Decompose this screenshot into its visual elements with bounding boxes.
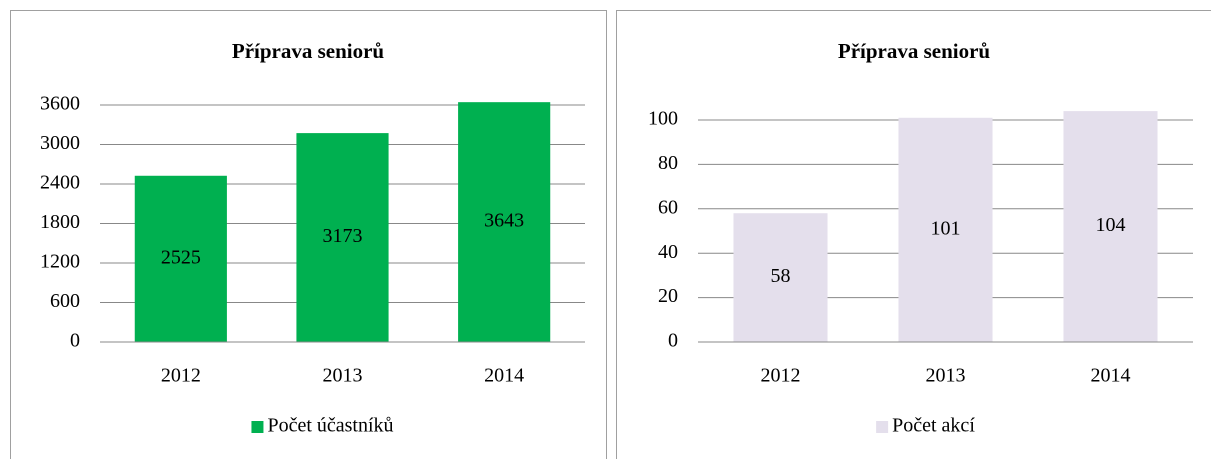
y-tick-label: 3000 <box>40 132 80 154</box>
y-tick-label: 1800 <box>40 211 80 233</box>
y-tick-label: 600 <box>50 290 80 312</box>
chart-title: Příprava seniorů <box>232 39 385 63</box>
bar <box>733 213 828 342</box>
y-tick-label: 1200 <box>40 251 80 273</box>
legend-label: Počet akcí <box>892 415 975 437</box>
data-label: 3643 <box>484 210 524 232</box>
x-tick-label: 2014 <box>484 365 524 387</box>
bar <box>134 175 227 342</box>
data-label: 3173 <box>323 225 363 247</box>
legend-swatch <box>251 421 264 433</box>
y-tick-label: 40 <box>658 241 678 263</box>
data-label: 101 <box>931 217 961 239</box>
data-label: 58 <box>771 265 791 287</box>
legend-label: Počet účastníků <box>267 415 393 437</box>
left-panel <box>10 10 607 459</box>
legend-swatch <box>876 421 889 433</box>
bar <box>296 133 389 342</box>
y-tick-label: 80 <box>658 152 678 174</box>
bar <box>458 102 551 343</box>
right-panel <box>616 10 1211 459</box>
x-tick-label: 2012 <box>161 365 201 387</box>
x-tick-label: 2013 <box>926 365 966 387</box>
bar <box>898 117 993 342</box>
y-tick-label: 2400 <box>40 172 80 194</box>
y-tick-label: 100 <box>648 108 678 130</box>
y-tick-label: 0 <box>668 330 678 352</box>
data-label: 104 <box>1096 214 1126 236</box>
y-tick-label: 3600 <box>40 93 80 115</box>
x-tick-label: 2013 <box>323 365 363 387</box>
x-tick-label: 2014 <box>1091 365 1131 387</box>
data-label: 2525 <box>161 246 201 268</box>
y-tick-label: 60 <box>658 196 678 218</box>
bar <box>1063 111 1158 343</box>
y-tick-label: 20 <box>658 285 678 307</box>
x-tick-label: 2012 <box>761 365 801 387</box>
y-tick-label: 0 <box>70 330 80 352</box>
chart-title: Příprava seniorů <box>838 39 991 63</box>
